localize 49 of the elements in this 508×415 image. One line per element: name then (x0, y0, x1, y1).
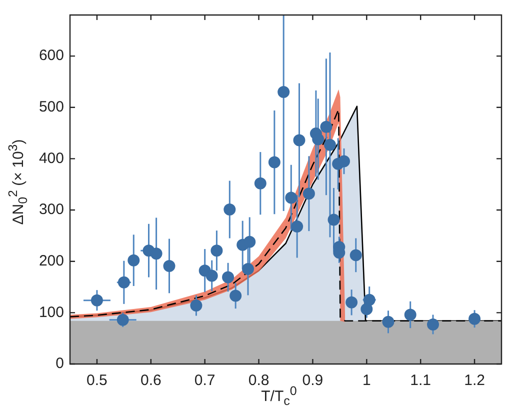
point (404, 308, 416, 321)
x-tick-label: 0.6 (140, 372, 162, 390)
y-tick-label: 300 (38, 201, 64, 218)
x-tick-label: 0.5 (86, 372, 108, 390)
point (328, 214, 340, 226)
point (222, 271, 234, 284)
y-tick-label: 100 (38, 304, 64, 321)
point (293, 134, 306, 146)
point (254, 177, 266, 190)
point (244, 236, 256, 248)
point (116, 314, 129, 326)
point (190, 299, 202, 312)
y-tick-label: 200 (38, 252, 64, 270)
point (210, 244, 223, 257)
point (128, 254, 140, 266)
point (468, 312, 481, 325)
point (242, 263, 254, 276)
point (360, 303, 373, 316)
x-tick-label: 1.1 (410, 372, 432, 390)
point (320, 120, 332, 133)
point (163, 260, 176, 272)
x-tick-label: 0.7 (194, 372, 216, 390)
point (230, 290, 242, 302)
y-tick-label: 400 (38, 150, 64, 167)
point (312, 133, 324, 146)
point (268, 156, 280, 168)
x-tick-label: 1.2 (464, 372, 485, 390)
point (118, 276, 130, 288)
point (363, 294, 376, 306)
point (150, 248, 162, 260)
point (90, 294, 103, 306)
x-tick-label: 0.9 (302, 372, 324, 390)
point (224, 204, 236, 216)
point (350, 249, 362, 262)
x-tick-label: 1 (362, 372, 371, 390)
point (206, 270, 218, 282)
y-tick-label: 500 (38, 98, 64, 116)
point (285, 192, 298, 204)
point (346, 296, 358, 308)
point (382, 316, 394, 328)
point (278, 86, 290, 98)
y-tick-label: 600 (38, 47, 64, 64)
point (338, 155, 350, 168)
y-tick-label: 0 (56, 355, 64, 372)
point (302, 188, 315, 200)
x-tick-label: 0.8 (248, 372, 270, 390)
point (427, 318, 439, 330)
point (291, 220, 304, 232)
point (324, 138, 336, 151)
